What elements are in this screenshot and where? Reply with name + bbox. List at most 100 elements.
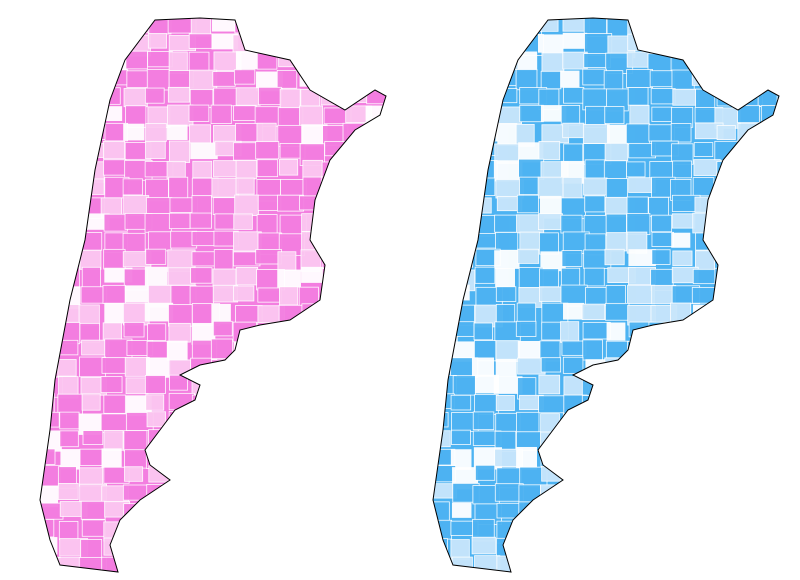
region [323, 466, 344, 485]
region [232, 465, 258, 482]
region [389, 485, 416, 502]
region [474, 266, 496, 284]
region [452, 375, 476, 396]
region [518, 501, 545, 522]
region [561, 520, 585, 541]
region [603, 70, 624, 92]
region [473, 160, 498, 180]
region [562, 122, 585, 139]
region [40, 143, 62, 165]
region [604, 106, 625, 124]
region [123, 123, 145, 141]
region [122, 232, 146, 255]
region [191, 231, 218, 247]
region [605, 302, 630, 321]
region [582, 68, 607, 86]
region [736, 374, 760, 395]
region [322, 483, 342, 502]
region [343, 556, 370, 572]
region [80, 35, 106, 54]
region [736, 304, 765, 326]
region [235, 411, 263, 431]
region [256, 159, 279, 178]
region [167, 86, 190, 103]
region [673, 538, 693, 558]
region [648, 501, 671, 520]
region [541, 52, 565, 73]
region [211, 466, 236, 489]
region [278, 393, 301, 414]
region [168, 140, 191, 163]
region [168, 501, 193, 523]
region [691, 448, 713, 469]
region [692, 304, 716, 327]
region [603, 410, 629, 429]
region [210, 104, 232, 124]
region [59, 105, 87, 125]
region [59, 159, 86, 179]
region [451, 321, 475, 337]
region [759, 576, 781, 580]
region [389, 323, 409, 344]
region [495, 286, 517, 302]
region [607, 448, 631, 465]
region [694, 52, 716, 68]
region [144, 520, 168, 541]
region [368, 374, 386, 396]
region [324, 357, 347, 375]
region [167, 124, 188, 141]
region [212, 485, 234, 505]
region [781, 486, 800, 503]
region [103, 573, 128, 580]
region [516, 520, 544, 540]
region [651, 359, 679, 379]
region [781, 502, 800, 519]
region [279, 575, 302, 580]
region [759, 160, 779, 179]
region [739, 573, 766, 580]
region [103, 52, 128, 72]
region [651, 413, 677, 433]
region [235, 266, 259, 286]
region [57, 483, 79, 500]
region [235, 51, 259, 70]
region [737, 519, 759, 541]
region [40, 340, 60, 357]
region [604, 430, 631, 447]
region [473, 322, 493, 341]
region [627, 284, 655, 305]
region [125, 377, 149, 395]
region [343, 160, 369, 177]
region [233, 538, 258, 558]
region [780, 124, 800, 145]
region [496, 88, 518, 104]
region [322, 18, 344, 33]
region [473, 35, 494, 54]
region [760, 231, 779, 251]
region [233, 375, 253, 395]
region [390, 359, 416, 379]
region [345, 394, 372, 413]
region [670, 302, 692, 323]
region [322, 520, 341, 540]
region [170, 538, 194, 554]
region [584, 159, 607, 180]
region [515, 320, 537, 337]
region [780, 232, 800, 247]
region [366, 88, 386, 105]
region [323, 539, 351, 560]
region [582, 321, 611, 340]
region [126, 70, 149, 88]
region [40, 537, 58, 555]
region [562, 554, 587, 572]
region [714, 358, 743, 378]
region [257, 339, 286, 360]
region [279, 465, 305, 483]
region [365, 141, 386, 161]
region [584, 485, 605, 506]
region [537, 176, 564, 199]
region [627, 555, 651, 572]
region [146, 573, 173, 580]
region [562, 356, 584, 374]
region [759, 465, 779, 481]
